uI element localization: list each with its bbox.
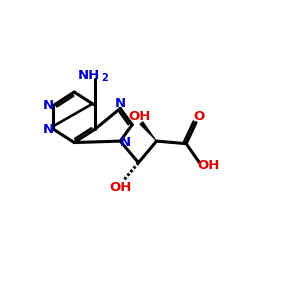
Polygon shape [140, 122, 157, 141]
Text: O: O [193, 110, 205, 123]
Text: OH: OH [109, 181, 131, 194]
Text: OH: OH [129, 110, 151, 123]
Text: N: N [115, 97, 126, 110]
Text: NH: NH [77, 69, 100, 82]
Text: N: N [43, 99, 54, 112]
Text: N: N [120, 136, 131, 149]
Text: N: N [43, 123, 54, 136]
Text: OH: OH [197, 159, 220, 172]
Text: 2: 2 [101, 73, 108, 83]
